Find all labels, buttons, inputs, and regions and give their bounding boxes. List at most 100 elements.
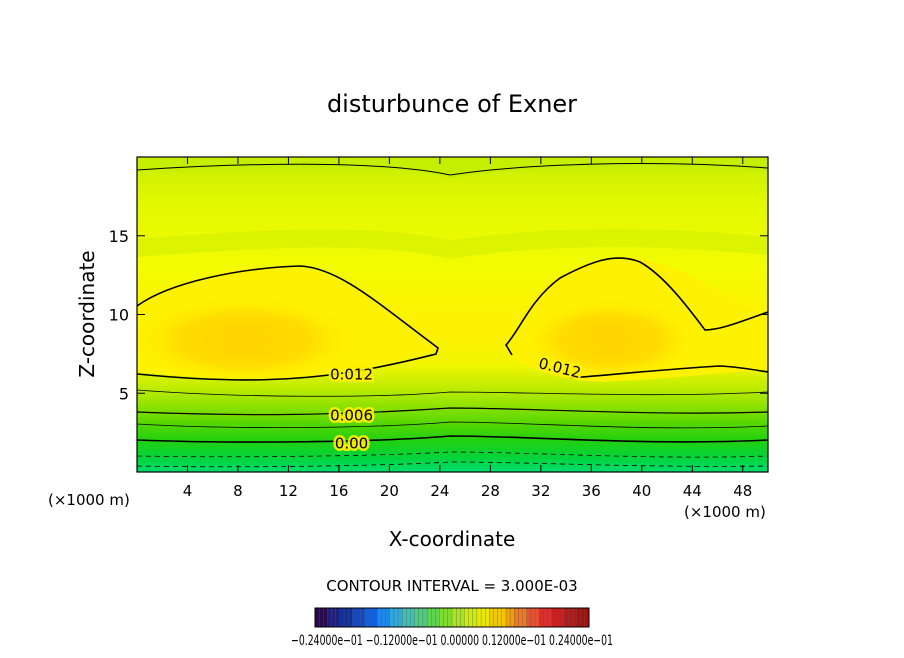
- colorbar-swatch: [526, 607, 532, 628]
- y-tick-label: 5: [119, 384, 129, 403]
- contour-line-0012-right-bottom: [569, 365, 768, 379]
- colorbar-swatch: [534, 607, 540, 628]
- colorbar-swatch: [372, 607, 378, 628]
- colorbar: [314, 607, 590, 628]
- contour-line-009: [137, 389, 768, 397]
- colorbar-swatch: [497, 607, 503, 628]
- colorbar-swatch: [331, 607, 337, 628]
- x-axis-ticks: 4 8 12 16 20 24 28 32 36 40 44 48: [183, 157, 752, 500]
- colorbar-swatch: [480, 607, 486, 628]
- contour-label: 0.00: [335, 435, 368, 453]
- colorbar-swatch: [568, 607, 573, 628]
- contour-label: 0.012: [330, 365, 373, 383]
- colorbar-swatch: [393, 607, 399, 628]
- x-tick-label: 24: [430, 482, 449, 500]
- colorbar-swatch: [572, 607, 577, 628]
- colorbar-swatch: [348, 607, 353, 628]
- x-axis-unit-left: (×1000 m): [48, 491, 130, 509]
- colorbar-swatch: [360, 607, 366, 628]
- contour-line-0012-right: [505, 257, 768, 356]
- colorbar-labels: −0.24000e−01 −0.12000e−01 0.00000 0.1200…: [291, 633, 613, 649]
- y-axis-ticks: 5 10 15: [109, 227, 768, 403]
- x-tick-label: 8: [233, 482, 243, 500]
- colorbar-swatch: [518, 607, 523, 628]
- y-tick-label: 10: [109, 306, 129, 325]
- contour-line-003: [137, 421, 768, 429]
- colorbar-swatch: [530, 607, 536, 628]
- colorbar-swatch: [547, 607, 552, 628]
- colorbar-swatch: [576, 607, 582, 628]
- colorbar-swatch: [414, 607, 420, 628]
- colorbar-frame: [314, 607, 590, 628]
- colorbar-swatch: [555, 607, 561, 628]
- colorbar-swatch: [443, 607, 449, 628]
- x-tick-label: 16: [329, 482, 348, 500]
- x-tick-label: 32: [531, 482, 550, 500]
- colorbar-swatch: [377, 607, 382, 628]
- x-axis-unit-right: (×1000 m): [684, 503, 766, 521]
- contour-label: 0.006: [330, 406, 373, 424]
- colorbar-swatch: [410, 607, 415, 628]
- colorbar-swatch: [485, 607, 490, 628]
- core-region-right: [525, 300, 695, 380]
- colorbar-swatch: [563, 607, 569, 628]
- colorbar-swatch: [505, 607, 511, 628]
- contour-interval-text: CONTOUR INTERVAL = 3.000E-03: [326, 577, 577, 595]
- colorbar-swatch: [460, 607, 465, 628]
- colorbar-swatch: [389, 607, 395, 628]
- colorbar-swatch: [559, 607, 565, 628]
- colorbar-swatch: [356, 607, 362, 628]
- core-region-left: [137, 298, 355, 382]
- colorbar-swatch: [422, 607, 428, 628]
- colorbar-swatch: [543, 607, 548, 628]
- colorbar-swatch: [343, 607, 349, 628]
- x-tick-label: 4: [183, 482, 193, 500]
- colorbar-swatch: [451, 607, 457, 628]
- x-tick-label: 40: [632, 482, 651, 500]
- colorbar-swatch: [426, 607, 432, 628]
- colorbar-swatch: [319, 607, 324, 628]
- x-tick-label: 20: [380, 482, 399, 500]
- colorbar-swatch: [364, 607, 370, 628]
- colorbar-swatch: [514, 607, 519, 628]
- colorbar-swatch: [509, 607, 515, 628]
- colorbar-swatch: [472, 607, 478, 628]
- x-axis-label: X-coordinate: [389, 527, 516, 551]
- contour-line-0012-left: [137, 265, 439, 381]
- colorbar-swatch: [476, 607, 482, 628]
- colorbar-swatch: [489, 607, 494, 628]
- colorbar-swatch: [385, 607, 391, 628]
- upper-band: [137, 157, 768, 178]
- colorbar-swatch: [539, 607, 544, 628]
- chart-title: disturbunce of Exner: [327, 90, 577, 118]
- contour-field: [137, 157, 768, 472]
- colorbar-swatch: [431, 607, 436, 628]
- colorbar-swatch: [435, 607, 440, 628]
- y-axis-label: Z-coordinate: [75, 250, 99, 377]
- colorbar-swatch: [522, 607, 528, 628]
- colorbar-swatch: [352, 607, 357, 628]
- contour-line-000: [137, 435, 768, 443]
- y-tick-label: 15: [109, 227, 129, 246]
- colorbar-swatch: [335, 607, 341, 628]
- colorbar-swatch: [402, 607, 407, 628]
- colorbar-swatch: [314, 607, 320, 628]
- colorbar-swatch: [418, 607, 424, 628]
- colorbar-swatch: [406, 607, 411, 628]
- colorbar-swatch: [551, 607, 557, 628]
- colorbar-swatch: [368, 607, 374, 628]
- colorbar-swatch: [493, 607, 499, 628]
- colorbar-swatch: [381, 607, 386, 628]
- colorbar-swatch: [447, 607, 453, 628]
- x-tick-label: 12: [279, 482, 298, 500]
- contour-line-top: [137, 163, 768, 176]
- contour-line-006: [137, 407, 768, 416]
- colorbar-swatch: [464, 607, 469, 628]
- x-tick-label: 28: [481, 482, 500, 500]
- mid-green-band: [137, 229, 768, 260]
- x-tick-label: 48: [733, 482, 752, 500]
- x-tick-label: 36: [582, 482, 601, 500]
- colorbar-swatch: [501, 607, 507, 628]
